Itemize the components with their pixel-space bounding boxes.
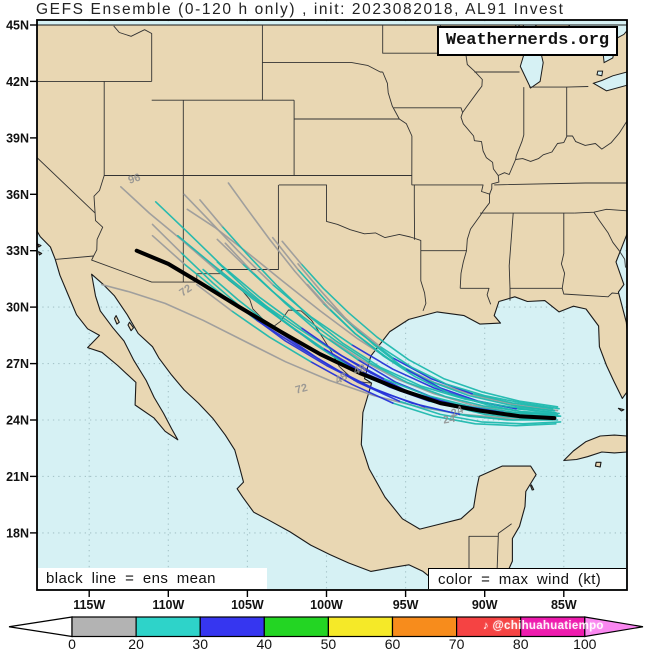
ensemble-track xyxy=(227,182,325,305)
ensemble-track xyxy=(325,300,382,348)
lon-tick-label: 95W xyxy=(393,598,419,612)
colorbar-segment xyxy=(199,616,265,638)
ensemble-track xyxy=(183,193,274,286)
hour-label: 72 xyxy=(294,382,309,397)
ensemble-track xyxy=(471,392,554,410)
lat-tick-label: 36N xyxy=(6,188,29,202)
ensemble-track xyxy=(199,199,223,228)
ens-mean-track xyxy=(134,248,557,421)
lon-tick-label: 85W xyxy=(551,598,577,612)
hour-label: 96 xyxy=(127,172,142,187)
colorbar-label: 40 xyxy=(257,636,273,650)
florida-keys xyxy=(617,407,625,412)
san-clemente xyxy=(38,251,43,256)
lat-tick-label: 33N xyxy=(6,244,29,258)
colorbar-segment xyxy=(263,616,329,638)
lat-tick-label: 24N xyxy=(6,414,29,428)
ensemble-track xyxy=(392,402,557,427)
lon-tick-label: 100W xyxy=(310,598,343,612)
colorbar-segment xyxy=(391,616,458,638)
ensemble-track xyxy=(300,327,385,380)
isla-tiburon xyxy=(127,321,135,332)
ensemble-track xyxy=(379,345,560,410)
colorbar-label: 0 xyxy=(68,636,76,650)
lake-st-clair xyxy=(596,70,604,77)
hour-label: 24 xyxy=(442,413,457,427)
ensemble-track xyxy=(151,234,185,265)
hour-label: 24 xyxy=(449,403,466,419)
colorbar-label: 50 xyxy=(321,636,337,650)
hour-label: 72 xyxy=(177,282,194,299)
colorbar-label: 20 xyxy=(128,636,144,650)
legend-ens-mean: black line = ens mean xyxy=(38,568,267,589)
ensemble-track xyxy=(458,413,554,421)
isla-juventud xyxy=(594,461,602,468)
colorbar-right-arrow xyxy=(584,616,644,638)
colorbar-label: 70 xyxy=(449,636,465,650)
ensemble-track xyxy=(221,225,556,412)
colorbar-label: 30 xyxy=(192,636,208,650)
wind-colorbar: 0 20 30 40 50 60 70 80 100 xyxy=(8,616,644,650)
hour-label: 48 xyxy=(352,362,368,377)
colorbar-label: 60 xyxy=(385,636,401,650)
lat-tick-label: 18N xyxy=(6,526,29,540)
colorbar-segment xyxy=(135,616,201,638)
colorbar-label: 80 xyxy=(513,636,529,650)
colorbar-left-arrow xyxy=(8,616,73,638)
lon-tick-label: 105W xyxy=(231,598,264,612)
ensemble-track xyxy=(216,261,353,370)
lat-tick-label: 27N xyxy=(6,357,29,371)
map-frame xyxy=(36,19,628,591)
ensemble-track xyxy=(186,208,559,412)
ensemble-track xyxy=(271,236,299,271)
catalina xyxy=(37,243,42,248)
lon-axis: 115W 110W 105W 100W 95W 90W 85W xyxy=(73,590,577,612)
ensemble-track xyxy=(300,263,559,408)
ensemble-track xyxy=(241,263,560,415)
cozumel xyxy=(530,484,535,491)
lon-tick-label: 90W xyxy=(472,598,498,612)
lat-tick-label: 39N xyxy=(6,131,29,145)
ensemble-track xyxy=(120,186,217,271)
ensemble-track xyxy=(515,407,557,414)
chart-title: GEFS Ensemble (0-120 h only) , init: 202… xyxy=(36,1,565,18)
ensemble-track xyxy=(275,328,401,402)
ensemble-track xyxy=(309,360,394,404)
ensemble-track xyxy=(281,240,302,265)
ensemble-tracks xyxy=(101,182,562,427)
ensemble-track xyxy=(196,283,233,312)
ensemble-track xyxy=(392,357,473,395)
cuba xyxy=(563,434,627,462)
lat-tick-label: 21N xyxy=(6,470,29,484)
ensemble-track xyxy=(306,283,331,310)
ensemble-track xyxy=(297,263,347,320)
colorbar: 0 20 30 40 50 60 70 80 100 xyxy=(8,616,644,650)
legend-max-wind: color = max wind (kt) xyxy=(428,568,626,589)
colorbar-label: 100 xyxy=(573,636,597,650)
lat-tick-label: 45N xyxy=(6,19,29,33)
ensemble-track xyxy=(230,310,312,363)
lat-tick-label: 30N xyxy=(6,301,29,315)
lake-erie xyxy=(592,71,627,92)
ensemble-track xyxy=(216,238,244,265)
ensemble-track xyxy=(398,400,562,425)
tiktok-watermark: ♪ @chihuahuatiempo xyxy=(483,620,604,632)
lat-tick-label: 42N xyxy=(6,75,29,89)
isla-angel xyxy=(113,315,120,325)
lon-tick-label: 110W xyxy=(152,598,184,612)
weathernerds-logo-box: Weathernerds.org xyxy=(437,26,618,56)
colorbar-segment xyxy=(327,616,394,638)
hour-label: 48 xyxy=(333,370,350,387)
ensemble-track xyxy=(151,223,182,254)
colorbar-segment xyxy=(71,616,137,638)
lat-axis: 45N 42N 39N 36N 33N 30N 27N 24N 21N 18N xyxy=(6,19,37,540)
ensemble-track xyxy=(224,242,255,275)
lon-tick-label: 115W xyxy=(73,598,105,612)
ensemble-track xyxy=(246,312,461,416)
